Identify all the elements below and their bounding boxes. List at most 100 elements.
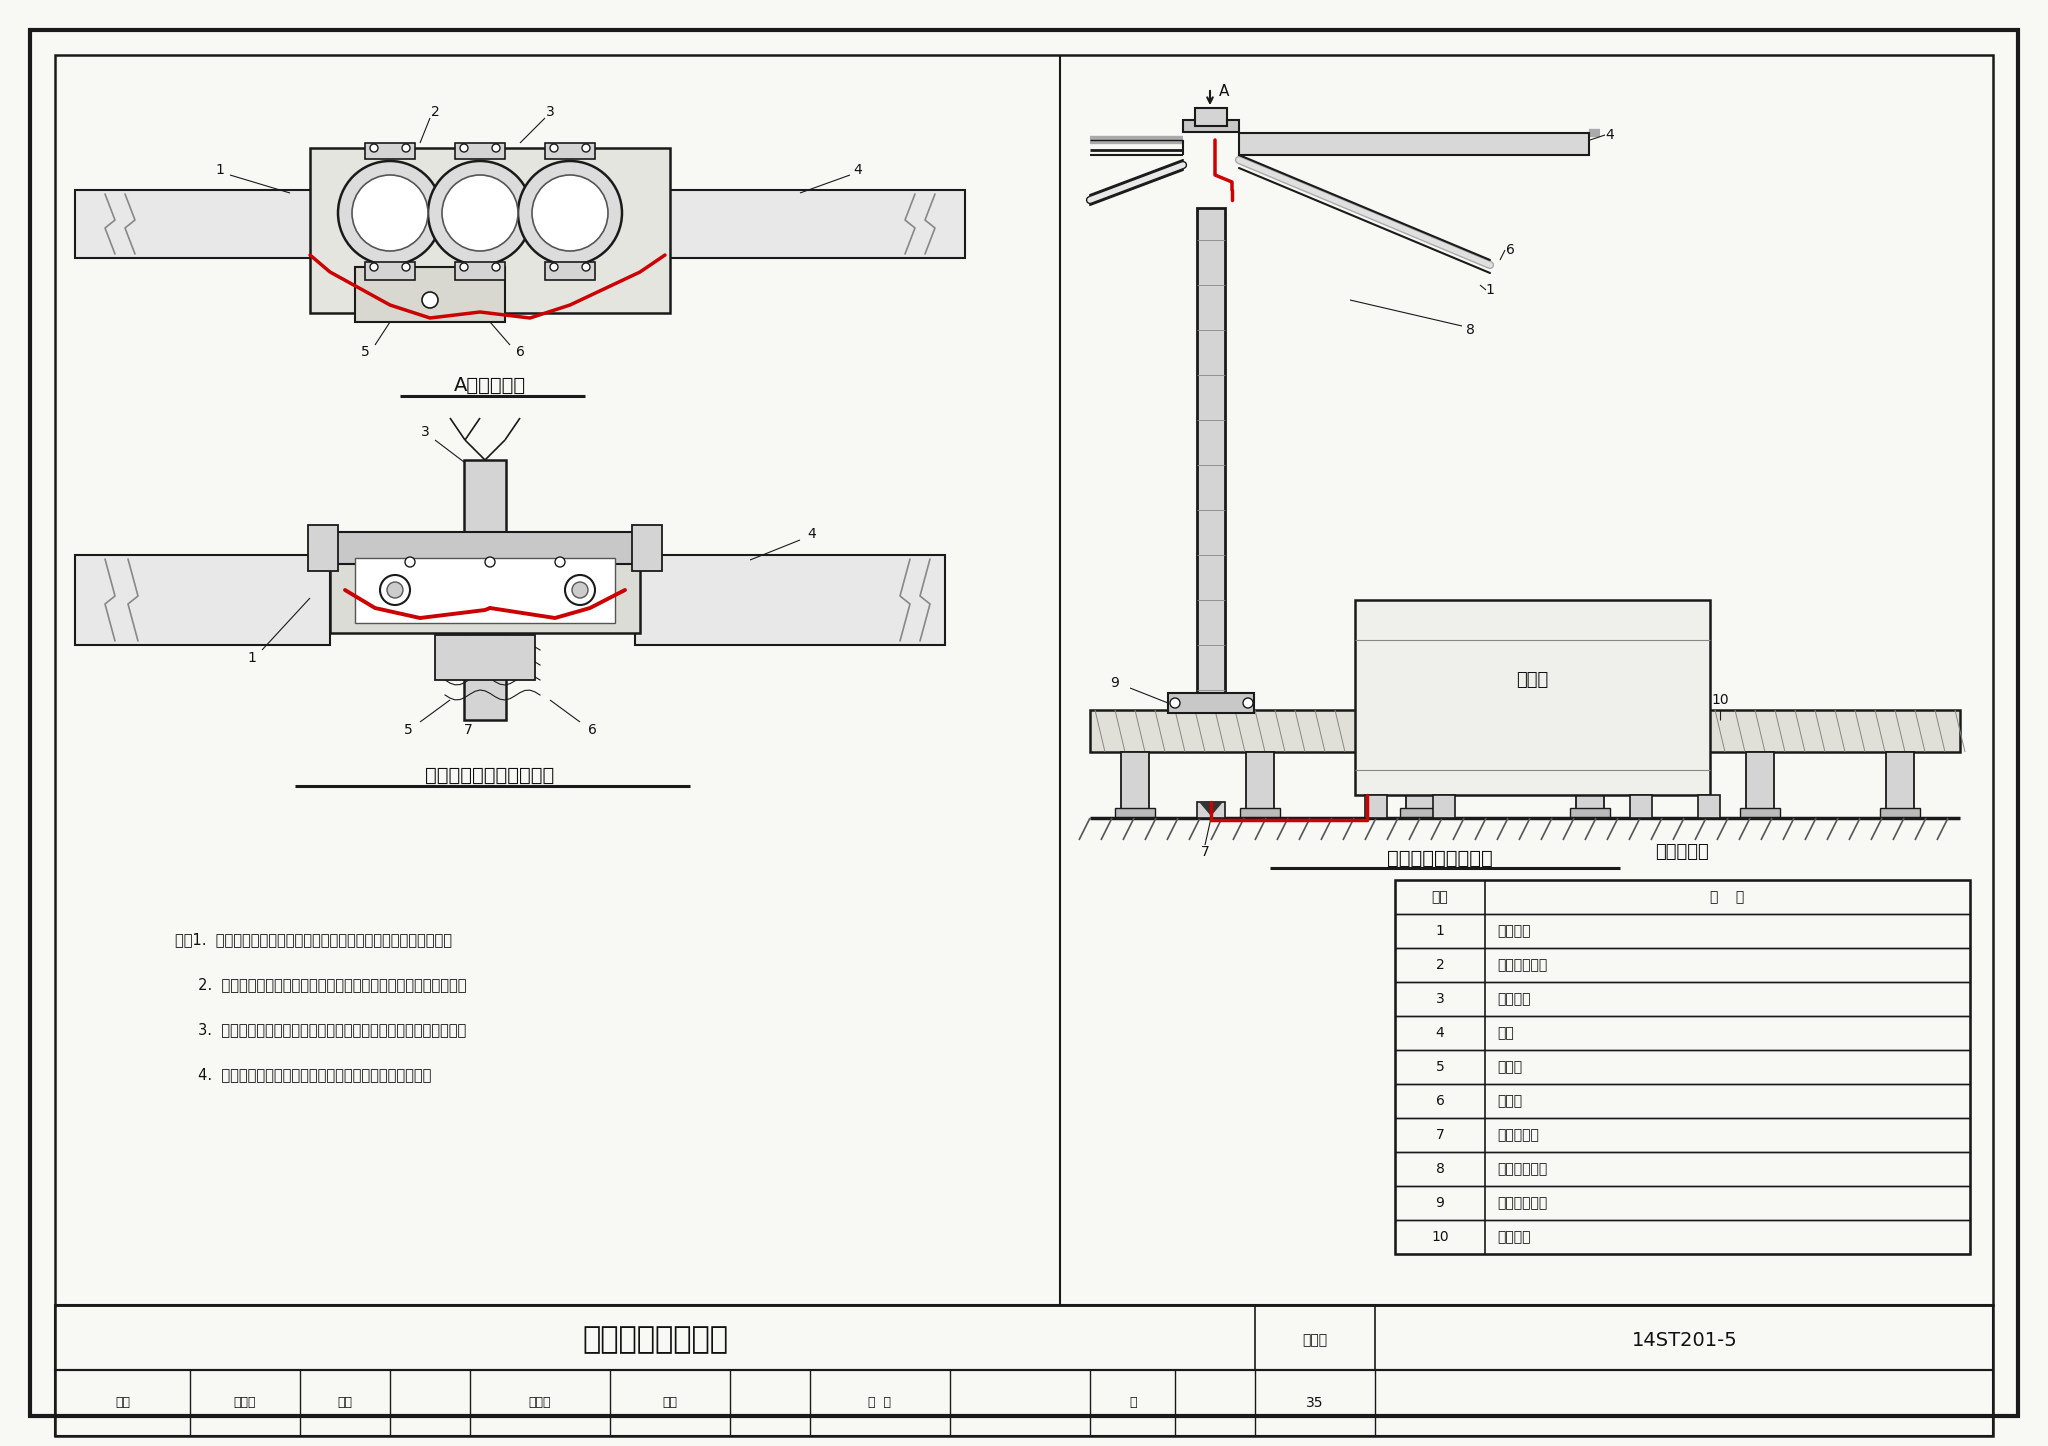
Text: 10: 10: [1712, 693, 1729, 707]
Text: A向视图放大: A向视图放大: [455, 376, 526, 395]
Text: 2: 2: [1436, 959, 1444, 972]
Text: 1: 1: [1436, 924, 1444, 938]
Text: 人行平台: 人行平台: [1497, 1231, 1530, 1244]
Bar: [354, 268, 506, 322]
Circle shape: [442, 175, 518, 252]
Text: 8: 8: [1466, 322, 1475, 337]
Bar: [1577, 752, 1604, 810]
Text: 立柱式天线安装总图: 立柱式天线安装总图: [1386, 849, 1493, 868]
Text: 天线: 天线: [1497, 1027, 1513, 1040]
Bar: [434, 635, 535, 680]
Bar: [1880, 808, 1921, 818]
Bar: [1571, 808, 1610, 818]
Bar: [1886, 752, 1915, 810]
Bar: [635, 189, 965, 257]
Circle shape: [492, 263, 500, 270]
Bar: [1395, 1050, 1970, 1084]
Text: 6: 6: [588, 723, 596, 737]
Text: 3: 3: [420, 425, 430, 440]
Text: 7: 7: [463, 723, 473, 737]
Text: 设计: 设计: [662, 1397, 678, 1410]
Text: 立柱式天线安装正立面图: 立柱式天线安装正立面图: [426, 765, 555, 785]
Text: 天线支柱下部: 天线支柱下部: [1497, 1196, 1546, 1210]
Circle shape: [532, 175, 608, 252]
Circle shape: [582, 145, 590, 152]
Circle shape: [401, 263, 410, 270]
Text: 1: 1: [248, 651, 256, 665]
Bar: [465, 460, 506, 720]
Text: 1: 1: [215, 163, 225, 176]
Bar: [1407, 752, 1434, 810]
Circle shape: [485, 557, 496, 567]
Bar: [1090, 710, 1960, 752]
Bar: [330, 548, 639, 633]
Text: 4: 4: [1606, 129, 1614, 142]
Text: 天线支柱: 天线支柱: [1497, 992, 1530, 1006]
Polygon shape: [1200, 803, 1223, 816]
Circle shape: [555, 557, 565, 567]
Bar: [1239, 808, 1280, 818]
Bar: [1194, 108, 1227, 126]
Bar: [1741, 808, 1780, 818]
Text: 名称对照表: 名称对照表: [1655, 843, 1710, 860]
Bar: [1395, 1084, 1970, 1118]
Bar: [1630, 795, 1653, 818]
Bar: [1395, 1017, 1970, 1050]
Text: 页: 页: [1128, 1397, 1137, 1410]
Text: 5: 5: [403, 723, 412, 737]
Text: 3.  定位天线安装的纵向、横向偏移量应符合设计和相关技术要求。: 3. 定位天线安装的纵向、横向偏移量应符合设计和相关技术要求。: [174, 1022, 467, 1037]
Text: 7: 7: [1200, 844, 1210, 859]
Circle shape: [582, 263, 590, 270]
Text: 序号: 序号: [1432, 889, 1448, 904]
Text: 图集号: 图集号: [1303, 1333, 1327, 1348]
Bar: [1239, 133, 1589, 155]
Bar: [365, 262, 416, 281]
Text: 6: 6: [1505, 243, 1513, 257]
Circle shape: [571, 581, 588, 599]
Bar: [309, 147, 670, 312]
Text: 分配器: 分配器: [1497, 1060, 1522, 1074]
Bar: [635, 555, 944, 645]
Bar: [1434, 795, 1454, 818]
Bar: [545, 143, 596, 159]
Text: 高玉起: 高玉起: [233, 1397, 256, 1410]
Text: 馈线引线口: 馈线引线口: [1497, 1128, 1538, 1142]
Bar: [1196, 208, 1225, 696]
Bar: [76, 189, 319, 257]
Bar: [1196, 803, 1225, 818]
Bar: [455, 262, 506, 281]
Bar: [1698, 795, 1720, 818]
Text: 5: 5: [1436, 1060, 1444, 1074]
Bar: [1184, 120, 1239, 132]
Circle shape: [371, 263, 379, 270]
Bar: [1401, 808, 1440, 818]
Circle shape: [381, 576, 410, 604]
Circle shape: [406, 557, 416, 567]
Text: 注：1.  定位天线的安装位置、安装方法应符合设计和相关技术要求。: 注：1. 定位天线的安装位置、安装方法应符合设计和相关技术要求。: [174, 933, 453, 947]
Bar: [1395, 1186, 1970, 1220]
Text: 8: 8: [1436, 1163, 1444, 1176]
Text: 9: 9: [1436, 1196, 1444, 1210]
Text: 7: 7: [1436, 1128, 1444, 1142]
Text: 金属筱: 金属筱: [1497, 1095, 1522, 1108]
Bar: [76, 555, 330, 645]
Bar: [1395, 881, 1970, 1254]
Circle shape: [565, 576, 596, 604]
Text: 4: 4: [1436, 1027, 1444, 1040]
Circle shape: [371, 145, 379, 152]
Circle shape: [551, 145, 557, 152]
Text: 2: 2: [430, 106, 440, 119]
Bar: [545, 262, 596, 281]
Circle shape: [428, 161, 532, 265]
Bar: [1120, 752, 1149, 810]
Bar: [1395, 982, 1970, 1017]
Bar: [1395, 914, 1970, 949]
Circle shape: [551, 263, 557, 270]
Circle shape: [1243, 698, 1253, 709]
Text: 14ST201-5: 14ST201-5: [1632, 1330, 1739, 1349]
Bar: [1395, 1118, 1970, 1152]
Text: 3: 3: [545, 106, 555, 119]
Text: 4: 4: [854, 163, 862, 176]
Text: 2.  定位天线顶面应与钉轨平行，距钉轨顶面距离应符合设计规定。: 2. 定位天线顶面应与钉轨平行，距钉轨顶面距离应符合设计规定。: [174, 977, 467, 992]
Text: 4: 4: [807, 526, 817, 541]
